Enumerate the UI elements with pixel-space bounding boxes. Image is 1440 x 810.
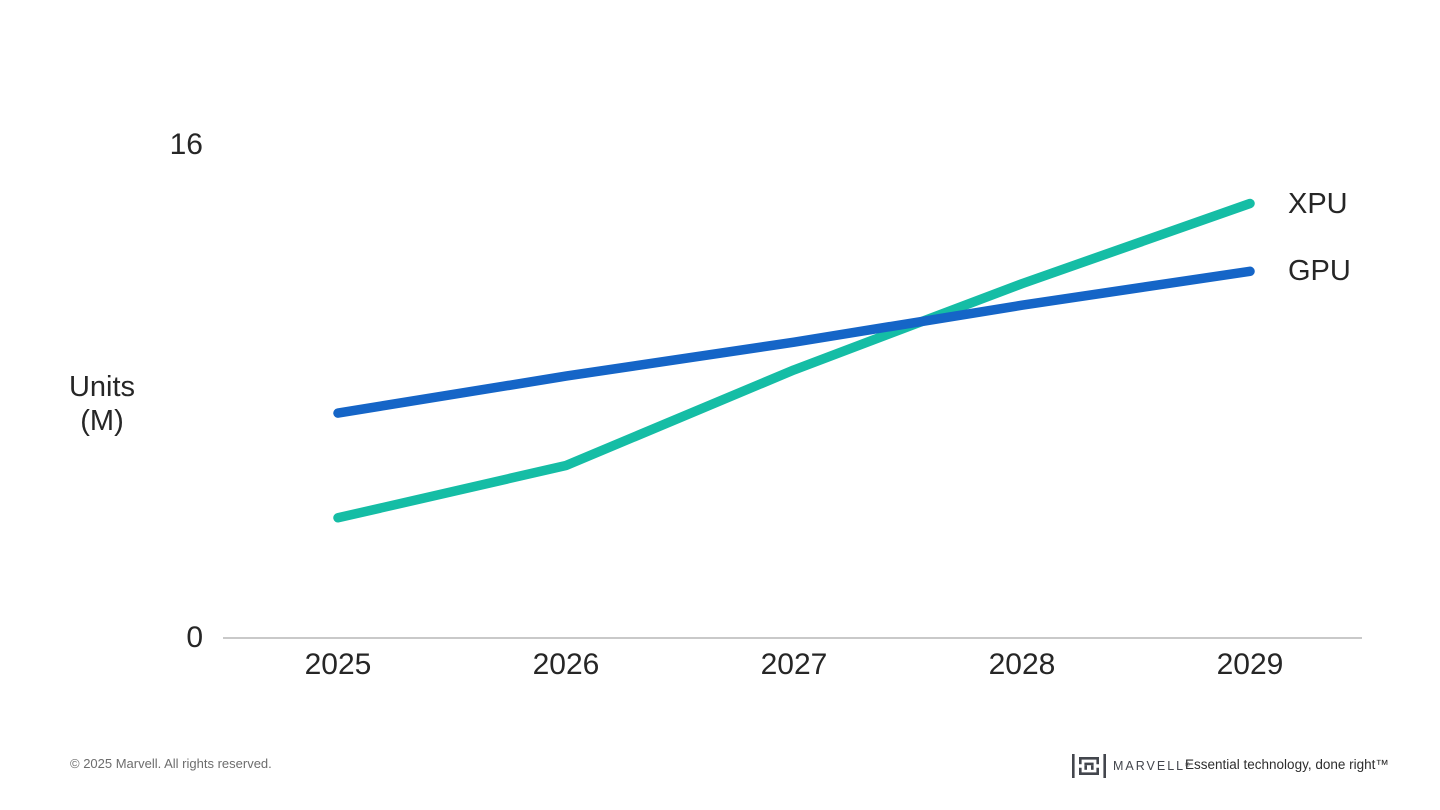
y-tick-0: 0 [186,621,203,654]
y-axis-title-line2: (M) [80,405,124,437]
marvell-logo-icon [1072,754,1106,778]
x-tick-2028: 2028 [988,648,1056,681]
x-tick-2025: 2025 [304,648,372,681]
x-tick-2029: 2029 [1216,648,1284,681]
series-label-gpu: GPU [1288,255,1351,288]
series-line-gpu [333,266,1255,418]
series-line-xpu [333,198,1255,523]
brand-tagline: Essential technology, done right™ [1185,757,1389,772]
y-axis-title-line1: Units [68,371,136,403]
x-tick-2027: 2027 [760,648,828,681]
copyright-text: © 2025 Marvell. All rights reserved. [70,756,272,771]
marvell-wordmark: MARVELL [1113,759,1186,773]
y-tick-16: 16 [169,128,203,161]
series-label-xpu: XPU [1288,187,1348,220]
registered-trademark-symbol: ® [1185,763,1190,769]
x-tick-2026: 2026 [532,648,600,681]
marvell-brand-lockup: MARVELL ® [1072,751,1190,781]
y-axis-title: Units (M) [22,370,182,438]
